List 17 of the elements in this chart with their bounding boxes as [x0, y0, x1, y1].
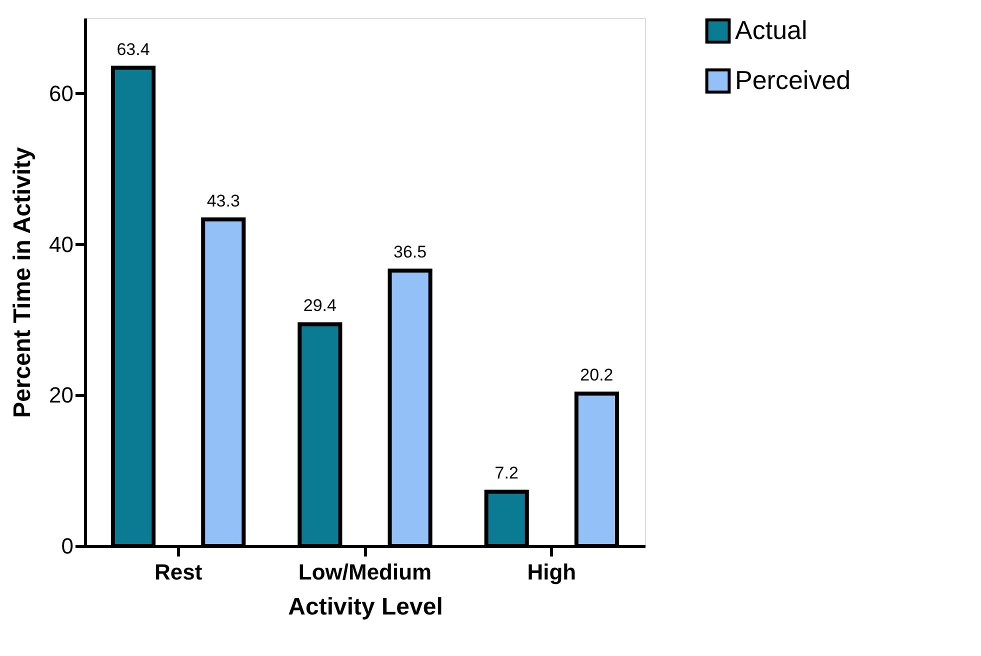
- y-tick-label: 40: [49, 232, 74, 257]
- data-label: 20.2: [580, 366, 614, 385]
- legend-label: Actual: [735, 15, 808, 45]
- y-tick-label: 20: [49, 382, 74, 408]
- data-label: 36.5: [394, 242, 427, 262]
- x-tick-label: High: [527, 560, 576, 584]
- data-label: 43.3: [206, 191, 240, 210]
- data-label: 7.2: [494, 464, 518, 483]
- y-tick-label: 60: [49, 80, 74, 106]
- data-label: 63.4: [116, 40, 150, 59]
- x-tick-label: Rest: [154, 560, 203, 584]
- x-axis-title: Activity Level: [288, 594, 443, 620]
- x-tick-label: Low/Medium: [298, 560, 432, 584]
- legend-label: Perceived: [735, 65, 851, 95]
- y-tick-label: 0: [61, 534, 74, 558]
- y-axis-title: Percent Time in Activity: [9, 146, 36, 418]
- data-label: 29.4: [303, 296, 336, 316]
